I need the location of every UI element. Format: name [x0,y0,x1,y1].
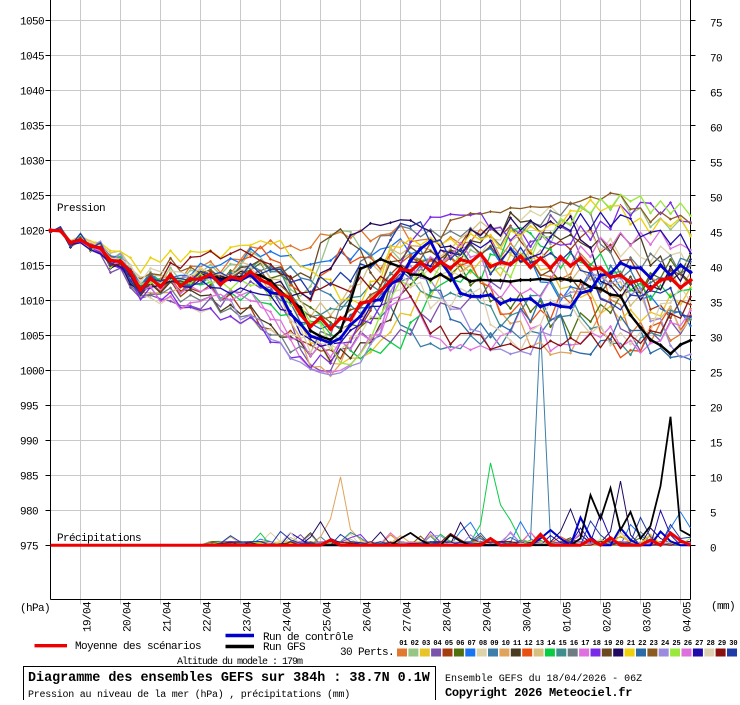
svg-text:35: 35 [710,299,722,311]
svg-text:980: 980 [20,507,38,519]
svg-text:27/04: 27/04 [403,601,415,632]
svg-text:1005: 1005 [20,332,44,344]
svg-text:1025: 1025 [20,192,44,204]
svg-text:Run de contrôle: Run de contrôle [263,632,353,644]
svg-text:29/04: 29/04 [483,601,495,632]
svg-text:Moyenne des scénarios: Moyenne des scénarios [75,641,201,653]
svg-text:55: 55 [710,159,722,171]
svg-text:18: 18 [593,640,601,648]
svg-text:26: 26 [684,640,692,648]
svg-text:09: 09 [490,640,498,648]
svg-text:1000: 1000 [20,367,44,379]
svg-text:10: 10 [710,474,722,486]
svg-text:10: 10 [502,640,510,648]
svg-text:995: 995 [20,402,38,414]
svg-text:01/05: 01/05 [563,602,575,632]
svg-text:70: 70 [710,54,722,66]
svg-text:990: 990 [20,437,38,449]
svg-text:(mm): (mm) [711,601,735,613]
svg-text:27: 27 [695,640,703,648]
svg-text:Run GFS: Run GFS [263,642,306,654]
svg-text:65: 65 [710,89,722,101]
svg-text:20: 20 [710,404,722,416]
svg-text:15: 15 [710,439,722,451]
svg-text:22: 22 [638,640,646,648]
svg-text:1045: 1045 [20,52,44,64]
svg-text:23/04: 23/04 [243,601,255,632]
svg-text:Précipitations: Précipitations [57,533,141,545]
svg-text:13: 13 [536,640,544,648]
svg-text:07: 07 [467,640,475,648]
svg-text:08: 08 [479,640,487,648]
svg-text:1015: 1015 [20,262,44,274]
svg-text:25: 25 [710,369,722,381]
svg-text:60: 60 [710,124,722,136]
svg-text:30: 30 [729,640,737,648]
svg-text:25: 25 [672,640,680,648]
svg-text:29: 29 [718,640,726,648]
svg-text:50: 50 [710,194,722,206]
svg-text:26/04: 26/04 [363,601,375,632]
svg-text:20/04: 20/04 [123,601,135,632]
svg-text:05: 05 [445,640,453,648]
svg-text:14: 14 [547,640,555,648]
svg-text:23: 23 [650,640,658,648]
svg-text:04: 04 [433,640,441,648]
svg-text:12: 12 [524,640,532,648]
svg-text:30 Perts.: 30 Perts. [340,647,394,659]
svg-text:1050: 1050 [20,17,44,29]
svg-text:1020: 1020 [20,227,44,239]
svg-text:1010: 1010 [20,297,44,309]
svg-text:15: 15 [559,640,567,648]
svg-text:30/04: 30/04 [523,601,535,632]
svg-text:03/05: 03/05 [643,602,655,632]
svg-text:45: 45 [710,229,722,241]
svg-text:20: 20 [615,640,623,648]
svg-text:Altitude du modele : 179m: Altitude du modele : 179m [177,656,303,668]
svg-text:985: 985 [20,472,38,484]
svg-text:75: 75 [710,19,722,31]
svg-text:16: 16 [570,640,578,648]
svg-text:28/04: 28/04 [443,601,455,632]
svg-text:Pression au niveau de la mer (: Pression au niveau de la mer (hPa) , pré… [28,689,350,700]
svg-text:01: 01 [399,640,407,648]
svg-text:19: 19 [604,640,612,648]
svg-text:(hPa): (hPa) [20,603,50,615]
svg-text:21: 21 [627,640,635,648]
svg-text:11: 11 [513,640,521,648]
svg-text:Copyright 2026 Meteociel.fr: Copyright 2026 Meteociel.fr [445,686,632,700]
svg-text:0: 0 [710,544,716,556]
svg-text:1035: 1035 [20,122,44,134]
svg-text:06: 06 [456,640,464,648]
svg-text:Ensemble GEFS du 18/04/2026 -: Ensemble GEFS du 18/04/2026 - 06Z [445,673,642,685]
svg-text:40: 40 [710,264,722,276]
svg-text:02: 02 [411,640,419,648]
svg-text:04/05: 04/05 [683,602,695,632]
svg-text:02/05: 02/05 [603,602,615,632]
svg-text:25/04: 25/04 [323,601,335,632]
svg-text:28: 28 [706,640,714,648]
svg-text:30: 30 [710,334,722,346]
svg-text:1040: 1040 [20,87,44,99]
svg-text:17: 17 [581,640,589,648]
svg-text:24: 24 [661,640,669,648]
svg-text:1030: 1030 [20,157,44,169]
svg-text:Pression: Pression [57,203,105,215]
svg-text:5: 5 [710,509,716,521]
svg-text:19/04: 19/04 [83,601,95,632]
svg-text:975: 975 [20,542,38,554]
svg-text:21/04: 21/04 [163,601,175,632]
svg-text:22/04: 22/04 [203,601,215,632]
svg-text:Diagramme des ensembles GEFS s: Diagramme des ensembles GEFS sur 384h : … [28,671,431,686]
svg-text:03: 03 [422,640,430,648]
svg-text:24/04: 24/04 [283,601,295,632]
